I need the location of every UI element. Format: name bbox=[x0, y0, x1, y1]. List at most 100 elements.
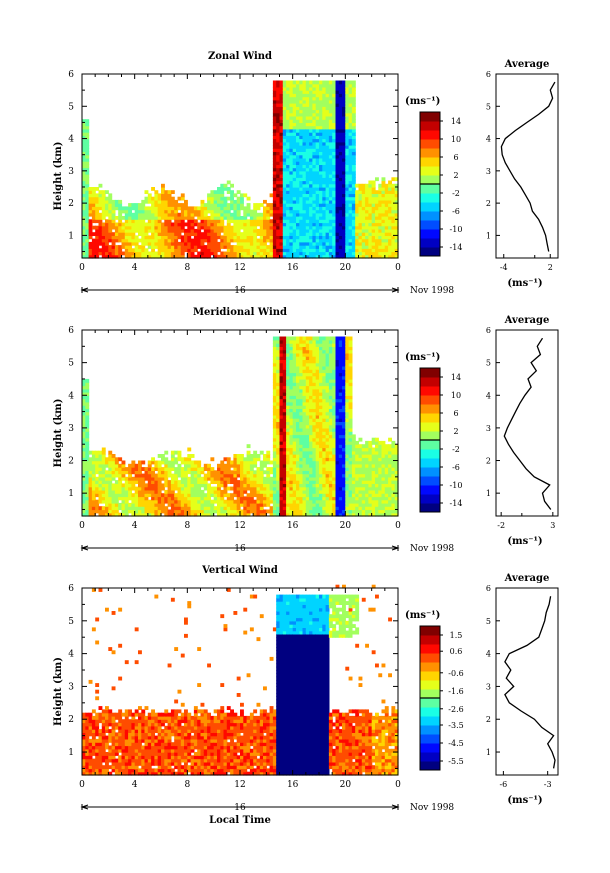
heatmap-cell bbox=[322, 339, 327, 344]
heatmap-cell bbox=[164, 225, 169, 230]
heatmap-cell bbox=[345, 216, 350, 220]
heatmap-cell bbox=[108, 457, 113, 462]
heatmap-cell bbox=[230, 486, 234, 491]
heatmap-cell bbox=[157, 251, 162, 256]
profile-y-tick-label: 4 bbox=[486, 135, 491, 144]
heatmap-cell bbox=[282, 248, 287, 253]
heatmap-cell bbox=[319, 336, 323, 341]
heatmap-cell bbox=[154, 486, 159, 491]
heatmap-cell bbox=[332, 411, 337, 416]
heatmap-cell bbox=[91, 190, 96, 194]
heatmap-cell bbox=[279, 148, 284, 152]
heatmap-cell bbox=[203, 235, 208, 240]
heatmap-cell bbox=[243, 209, 248, 214]
heatmap-cell bbox=[131, 460, 136, 465]
heatmap-cell bbox=[315, 440, 320, 445]
heatmap-cell bbox=[131, 238, 136, 243]
heatmap-cell bbox=[365, 245, 369, 249]
heatmap-cell bbox=[190, 251, 195, 256]
heatmap-cell bbox=[322, 460, 327, 465]
heatmap-cell bbox=[187, 212, 192, 217]
heatmap-cell bbox=[348, 209, 353, 214]
heatmap-cell bbox=[233, 222, 238, 227]
heatmap-cell bbox=[230, 190, 234, 194]
heatmap-cell bbox=[282, 228, 287, 233]
heatmap-cell bbox=[147, 460, 152, 465]
heatmap-cell bbox=[236, 238, 241, 243]
heatmap-cell bbox=[197, 509, 202, 514]
heatmap-cell bbox=[253, 493, 258, 498]
heatmap-cell bbox=[305, 154, 310, 159]
heatmap-cell bbox=[243, 241, 248, 246]
heatmap-cell bbox=[154, 245, 159, 249]
heatmap-cell bbox=[210, 199, 215, 204]
heatmap-cell bbox=[342, 122, 346, 127]
heatmap-cell bbox=[328, 401, 333, 406]
heatmap-cell bbox=[332, 431, 337, 436]
heatmap-cell bbox=[388, 216, 392, 220]
heatmap-cell bbox=[95, 251, 100, 256]
heatmap-cell bbox=[305, 486, 310, 491]
heatmap-cell bbox=[170, 486, 175, 491]
heatmap-cell bbox=[249, 245, 254, 249]
heatmap-cell bbox=[299, 225, 304, 230]
heatmap-cell bbox=[197, 480, 202, 484]
heatmap-cell bbox=[322, 506, 327, 511]
heatmap-cell bbox=[187, 502, 192, 507]
heatmap-cell bbox=[85, 395, 90, 400]
heatmap-cell bbox=[111, 486, 116, 491]
heatmap-cell bbox=[111, 470, 116, 475]
heatmap-cell bbox=[312, 99, 317, 104]
heatmap-cell bbox=[272, 356, 277, 360]
heatmap-cell bbox=[292, 356, 297, 360]
heatmap-cell bbox=[141, 206, 146, 211]
heatmap-cell bbox=[226, 499, 231, 504]
heatmap-cell bbox=[131, 219, 136, 224]
heatmap-cell bbox=[272, 83, 277, 88]
heatmap-cell bbox=[312, 385, 317, 390]
heatmap-cell bbox=[121, 235, 126, 240]
heatmap-cell bbox=[319, 388, 323, 393]
heatmap-cell bbox=[315, 164, 320, 169]
heatmap-cell bbox=[305, 444, 310, 449]
heatmap-cell bbox=[276, 473, 281, 478]
heatmap-cell bbox=[358, 196, 363, 201]
heatmap-cell bbox=[296, 128, 300, 133]
heatmap-cell bbox=[305, 506, 310, 511]
heatmap-cell bbox=[345, 103, 350, 107]
heatmap-cell bbox=[101, 499, 106, 504]
heatmap-cell bbox=[98, 203, 103, 207]
heatmap-cell bbox=[332, 463, 337, 468]
heatmap-cell bbox=[296, 225, 300, 230]
heatmap-cell bbox=[322, 378, 327, 383]
heatmap-cell bbox=[85, 434, 90, 439]
heatmap-cell bbox=[286, 499, 290, 504]
heatmap-cell bbox=[296, 405, 300, 409]
heatmap-cell bbox=[375, 177, 379, 182]
heatmap-cell bbox=[312, 405, 317, 409]
heatmap-cell bbox=[325, 343, 330, 347]
heatmap-cell bbox=[296, 454, 300, 458]
heatmap-cell bbox=[279, 128, 284, 133]
heatmap-cell bbox=[279, 203, 284, 207]
heatmap-cell bbox=[246, 206, 251, 211]
heatmap-cell bbox=[187, 241, 192, 246]
heatmap-cell bbox=[174, 232, 179, 236]
heatmap-cell bbox=[322, 170, 327, 175]
heatmap-cell bbox=[335, 421, 340, 426]
heatmap-cell bbox=[309, 476, 313, 481]
heatmap-cell bbox=[292, 196, 297, 201]
heatmap-cell bbox=[223, 480, 228, 484]
heatmap-cell bbox=[345, 112, 350, 117]
heatmap-cell bbox=[217, 219, 221, 224]
heatmap-cell bbox=[328, 203, 333, 207]
heatmap-cell bbox=[272, 352, 277, 357]
heatmap-cell bbox=[85, 483, 90, 488]
heatmap-cell bbox=[263, 493, 267, 498]
heatmap-cell bbox=[289, 460, 294, 465]
heatmap-cell bbox=[91, 463, 96, 468]
heatmap-cell bbox=[220, 460, 225, 465]
heatmap-cell bbox=[305, 232, 310, 236]
heatmap-cell bbox=[305, 467, 310, 471]
heatmap-cell bbox=[190, 502, 195, 507]
